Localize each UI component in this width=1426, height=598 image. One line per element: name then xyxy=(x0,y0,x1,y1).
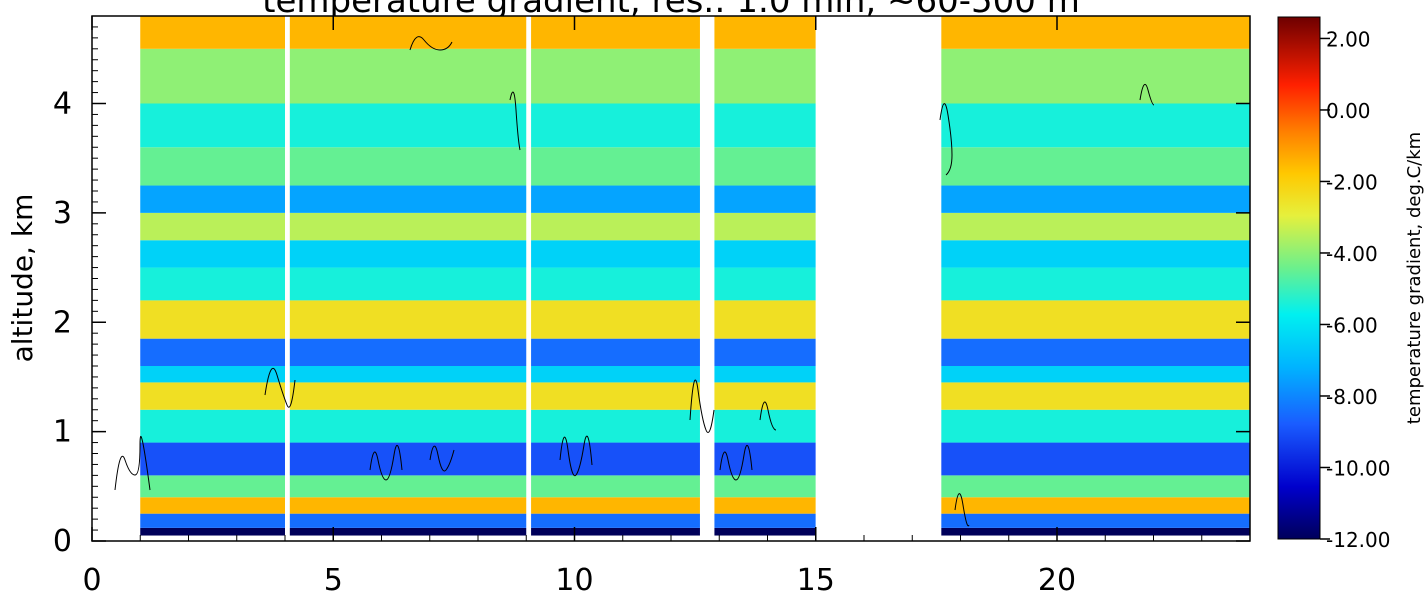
x-tick-label: 0 xyxy=(82,563,101,598)
y-tick-label: 0 xyxy=(53,524,72,559)
y-tick-label: 4 xyxy=(53,87,72,122)
colorbar-label: temperature gradient, deg.C/km xyxy=(1404,132,1425,424)
heatmap-band xyxy=(714,240,816,268)
heatmap-band xyxy=(941,185,1250,213)
contour-line xyxy=(954,493,970,527)
y-axis: 0 1 2 3 4 xyxy=(53,15,1250,559)
x-tick-label: 5 xyxy=(324,563,343,598)
data-gap xyxy=(526,16,532,541)
heatmap-band xyxy=(140,240,700,268)
heatmap-band xyxy=(140,338,700,366)
heatmap-band xyxy=(714,497,816,514)
heatmap-band xyxy=(140,527,700,536)
heatmap-band xyxy=(140,267,700,301)
heatmap-band xyxy=(714,442,816,476)
heatmap-band xyxy=(714,185,816,213)
heatmap-layer xyxy=(140,16,1250,541)
colorbar-tick-label: -10.00 xyxy=(1326,456,1390,480)
heatmap-band xyxy=(714,300,816,339)
colorbar-tick-label: 2.00 xyxy=(1326,27,1371,51)
data-gap xyxy=(815,16,942,541)
heatmap-band xyxy=(140,513,700,528)
x-axis: 0 5 10 15 20 xyxy=(82,16,1251,598)
heatmap-band xyxy=(941,240,1250,268)
heatmap-band xyxy=(714,48,816,104)
contour-line xyxy=(264,367,296,408)
heatmap-band xyxy=(941,382,1250,410)
heatmap-band xyxy=(714,513,816,528)
heatmap-band xyxy=(140,185,700,213)
data-gap xyxy=(285,16,290,541)
colorbar-tick-label: -2.00 xyxy=(1326,170,1378,194)
heatmap-band xyxy=(941,16,1250,49)
heatmap-band xyxy=(714,212,816,241)
heatmap-band xyxy=(140,409,700,443)
contour-line xyxy=(689,379,715,433)
heatmap-band xyxy=(140,103,700,148)
heatmap-band xyxy=(941,48,1250,104)
heatmap-band xyxy=(714,147,816,186)
colorbar-tick-label: -6.00 xyxy=(1326,313,1378,337)
y-tick-label: 1 xyxy=(53,415,72,450)
heatmap-band xyxy=(140,442,700,476)
heatmap-band xyxy=(941,338,1250,366)
heatmap-band xyxy=(140,382,700,410)
heatmap-band xyxy=(140,16,700,49)
heatmap-band xyxy=(714,16,816,49)
contour-line xyxy=(509,91,521,151)
heatmap-band xyxy=(941,147,1250,186)
heatmap-band xyxy=(941,212,1250,241)
contour-line xyxy=(1139,83,1155,106)
heatmap-band xyxy=(941,366,1250,383)
heatmap-band xyxy=(941,527,1250,536)
colorbar: 2.00 0.00 -2.00 -4.00 -6.00 -8.00 -10.00 -12.00… xyxy=(1277,16,1425,552)
heatmap-band xyxy=(941,513,1250,528)
contour-line xyxy=(429,445,455,472)
heatmap-band xyxy=(714,103,816,148)
colorbar-tick-label: -4.00 xyxy=(1326,242,1378,266)
contour-line xyxy=(719,444,753,481)
x-tick-label: 10 xyxy=(555,563,593,598)
colorbar-tick-label: -12.00 xyxy=(1326,528,1390,552)
contour-line xyxy=(114,435,151,491)
contour-line xyxy=(939,103,953,176)
heatmap-band xyxy=(714,382,816,410)
heatmap-band xyxy=(140,212,700,241)
heatmap-band xyxy=(140,147,700,186)
x-tick-label: 20 xyxy=(1038,563,1076,598)
heatmap-band xyxy=(140,497,700,514)
heatmap-band xyxy=(140,475,700,498)
heatmap-band xyxy=(941,409,1250,443)
heatmap-band xyxy=(140,366,700,383)
heatmap-band xyxy=(140,300,700,339)
heatmap-band xyxy=(941,300,1250,339)
y-tick-label: 3 xyxy=(53,196,72,231)
heatmap-band xyxy=(714,527,816,536)
heatmap-band xyxy=(140,48,700,104)
heatmap-band xyxy=(714,267,816,301)
y-axis-label: altitude, km xyxy=(6,194,39,363)
colorbar-tick-label: -8.00 xyxy=(1326,385,1378,409)
colorbar-gradient xyxy=(1277,16,1321,540)
colorbar-ticks: 2.00 0.00 -2.00 -4.00 -6.00 -8.00 -10.00 -12.00 xyxy=(1320,27,1390,552)
heatmap-band xyxy=(941,103,1250,148)
heatmap-band xyxy=(714,366,816,383)
y-tick-label: 2 xyxy=(53,305,72,340)
colorbar-tick-label: 0.00 xyxy=(1326,99,1371,123)
heatmap-band xyxy=(941,475,1250,498)
heatmap-band xyxy=(714,338,816,366)
contour-lines xyxy=(114,36,1155,527)
x-tick-label: 15 xyxy=(797,563,835,598)
contour-line xyxy=(409,36,453,51)
heatmap-band xyxy=(714,409,816,443)
contour-line xyxy=(369,444,403,481)
contour-line xyxy=(759,401,777,431)
heatmap-band xyxy=(714,475,816,498)
heatmap-band xyxy=(941,442,1250,476)
heatmap-band xyxy=(941,267,1250,301)
contour-line xyxy=(559,435,593,477)
heatmap-band xyxy=(941,497,1250,514)
